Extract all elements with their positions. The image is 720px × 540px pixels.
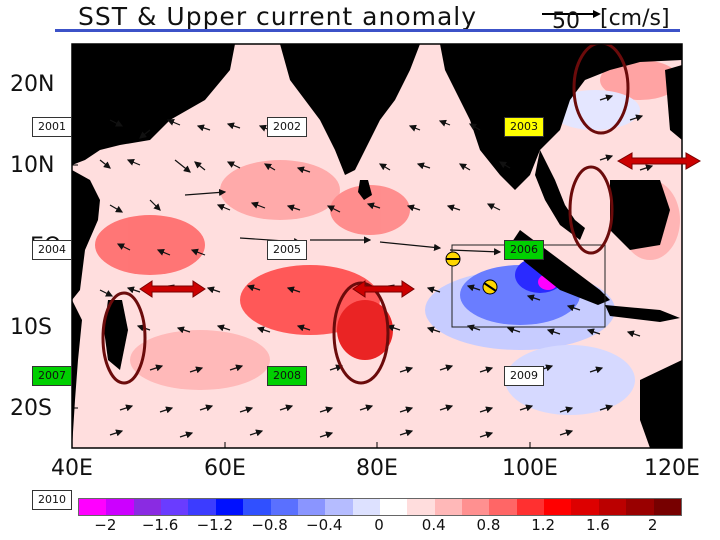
colorbar-tick-label: −2 bbox=[94, 516, 117, 534]
colorbar-swatch bbox=[325, 499, 353, 515]
colorbar-swatch bbox=[462, 499, 490, 515]
sst-colorbar bbox=[78, 498, 682, 516]
borneo-land bbox=[610, 180, 670, 250]
australia-land bbox=[640, 360, 682, 448]
year-box-2008[interactable]: 2008 bbox=[267, 366, 307, 386]
year-box-2003[interactable]: 2003 bbox=[504, 117, 544, 137]
colorbar-swatch bbox=[516, 499, 545, 515]
colorbar-swatch bbox=[352, 499, 380, 515]
arabia-land bbox=[72, 44, 235, 165]
lon-label-100e: 100E bbox=[502, 456, 558, 481]
colorbar-swatch bbox=[379, 499, 408, 515]
madagascar-land bbox=[104, 300, 128, 370]
java-land bbox=[605, 305, 680, 322]
colorbar-tick-label: 0.8 bbox=[476, 516, 501, 534]
colorbar-tick-label: −0.8 bbox=[251, 516, 288, 534]
colorbar-swatch bbox=[571, 499, 599, 515]
colorbar-swatch bbox=[598, 499, 627, 515]
double-arrow-west bbox=[139, 280, 206, 298]
highlight-ellipse-madagascar bbox=[101, 291, 147, 385]
lon-label-40e: 40E bbox=[51, 456, 93, 481]
colorbar-swatch bbox=[270, 499, 298, 515]
malay-peninsula-land bbox=[535, 150, 585, 240]
colorbar-swatch bbox=[297, 499, 326, 515]
africa-land bbox=[72, 170, 100, 300]
reference-arrow-unit: [cm/s] bbox=[600, 6, 670, 31]
colorbar-tick-label: 0 bbox=[374, 516, 384, 534]
year-box-2009[interactable]: 2009 bbox=[504, 366, 544, 386]
colorbar-swatch bbox=[653, 499, 681, 515]
year-box-2006[interactable]: 2006 bbox=[504, 240, 544, 260]
figure-title: SST & Upper current anomaly bbox=[78, 2, 478, 31]
colorbar-swatch bbox=[407, 499, 435, 515]
colorbar-swatch bbox=[106, 499, 134, 515]
lat-label-20n: 20N bbox=[10, 72, 55, 97]
highlight-ellipse-malay bbox=[568, 165, 614, 255]
southeast-asia-land bbox=[440, 44, 682, 190]
lon-label-120e: 120E bbox=[644, 456, 700, 481]
year-box-2004[interactable]: 2004 bbox=[32, 240, 72, 260]
double-arrow-east bbox=[616, 152, 702, 170]
colorbar-swatch bbox=[626, 499, 654, 515]
colorbar-swatch bbox=[133, 499, 162, 515]
colorbar-swatch bbox=[161, 499, 189, 515]
lat-label-20s: 20S bbox=[10, 396, 52, 421]
colorbar-swatch bbox=[544, 499, 572, 515]
year-box-2001[interactable]: 2001 bbox=[32, 117, 72, 137]
colorbar-tick-label: −0.4 bbox=[306, 516, 343, 534]
year-box-2007[interactable]: 2007 bbox=[32, 366, 72, 386]
colorbar-swatch bbox=[243, 499, 271, 515]
site-marker-b bbox=[482, 279, 498, 295]
colorbar-tick-label: −1.6 bbox=[141, 516, 179, 534]
colorbar-tick-label: −1.2 bbox=[196, 516, 234, 534]
double-arrow-central bbox=[352, 280, 415, 298]
year-box-2010[interactable]: 2010 bbox=[32, 490, 72, 510]
site-marker-a bbox=[445, 251, 461, 267]
lat-label-10s: 10S bbox=[10, 315, 52, 340]
title-underline bbox=[55, 29, 680, 32]
reference-arrow-value: 50 bbox=[552, 9, 580, 34]
colorbar-tick-label: 0.4 bbox=[421, 516, 446, 534]
sri-lanka-land bbox=[358, 180, 372, 200]
colorbar-swatch bbox=[79, 499, 107, 515]
india-land bbox=[280, 44, 420, 175]
colorbar-swatch bbox=[489, 499, 517, 515]
philippines-land bbox=[665, 65, 682, 140]
highlight-ellipse-central bbox=[332, 281, 390, 385]
colorbar-swatch bbox=[434, 499, 463, 515]
colorbar-swatch bbox=[188, 499, 216, 515]
year-box-2002[interactable]: 2002 bbox=[267, 117, 307, 137]
land-masses bbox=[72, 44, 682, 448]
colorbar-tick-label: 1.2 bbox=[531, 516, 556, 534]
highlight-ellipse-south-china-sea bbox=[572, 44, 630, 135]
axis-ticks bbox=[72, 83, 531, 448]
colorbar-tick-label: 2 bbox=[647, 516, 658, 534]
africa-south-land bbox=[72, 300, 82, 448]
colorbar-swatch bbox=[215, 499, 244, 515]
lon-label-60e: 60E bbox=[204, 456, 246, 481]
year-box-2005[interactable]: 2005 bbox=[267, 240, 307, 260]
colorbar-tick-label: 1.6 bbox=[585, 516, 610, 534]
lat-label-10n: 10N bbox=[10, 153, 55, 178]
lon-label-80e: 80E bbox=[356, 456, 398, 481]
